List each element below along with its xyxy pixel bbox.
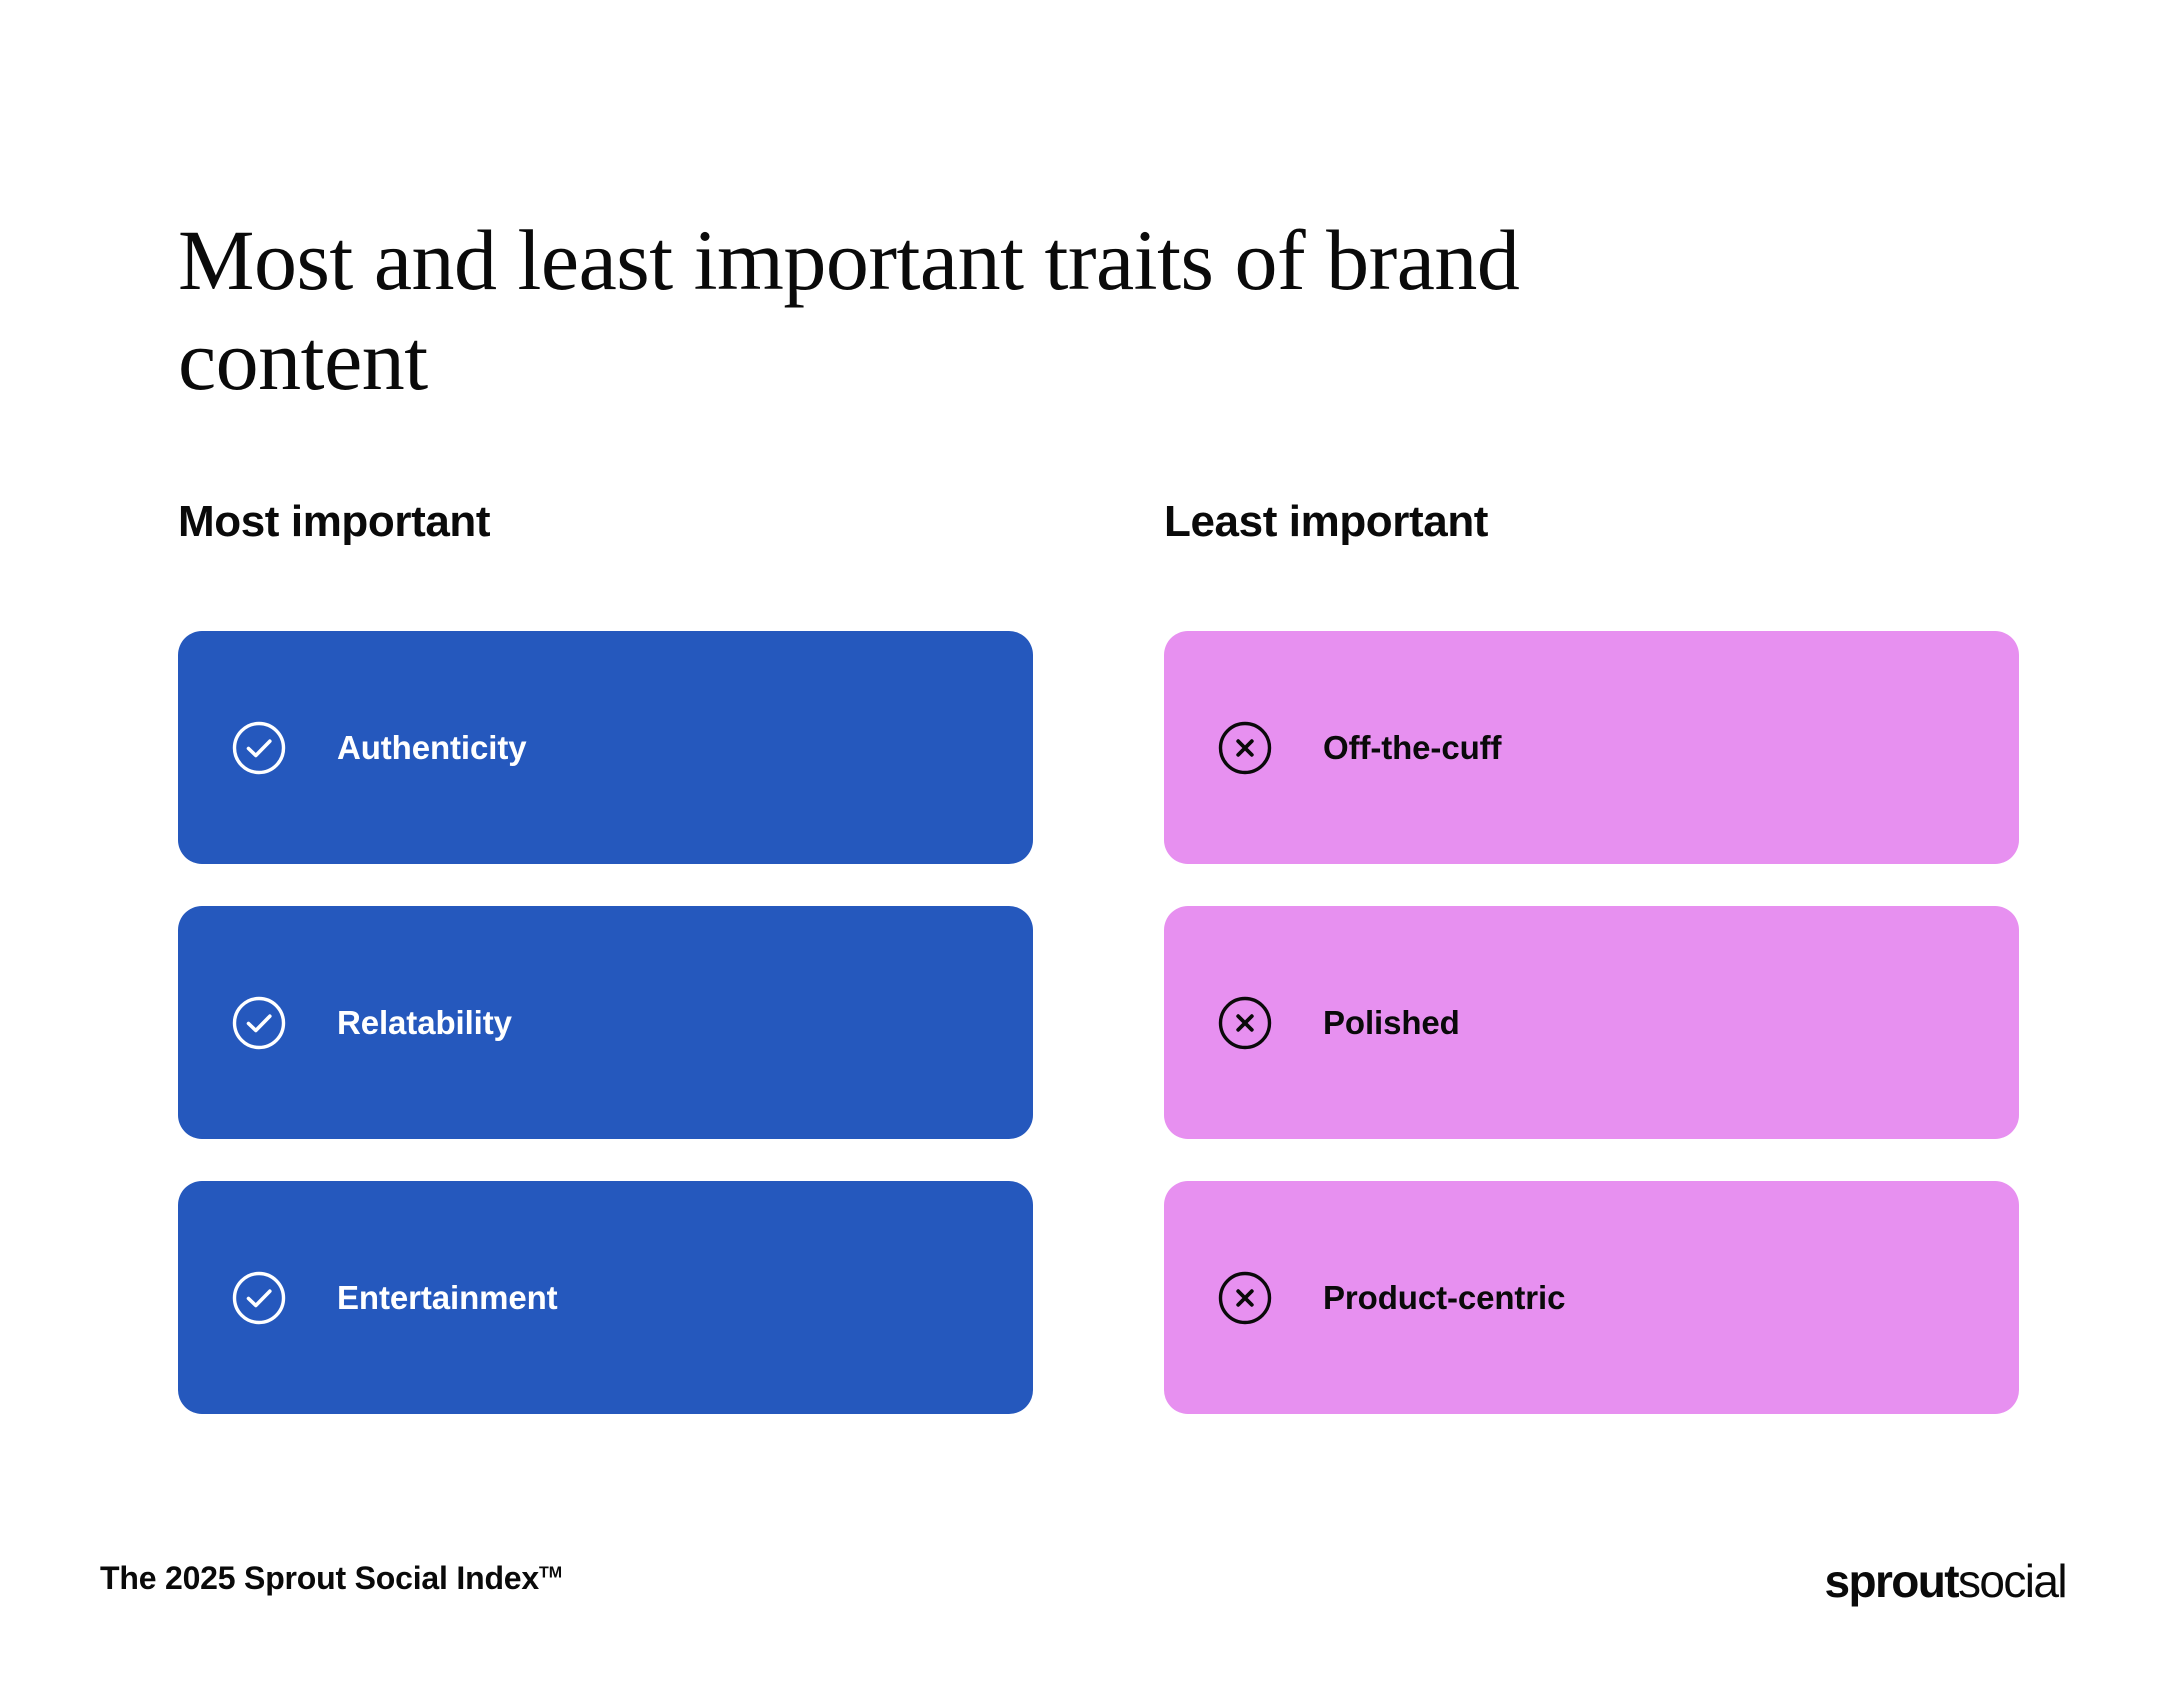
trait-card-least-2[interactable]: Polished (1164, 906, 2019, 1139)
trait-label: Entertainment (337, 1279, 558, 1316)
check-circle-icon (231, 995, 287, 1051)
columns-container: Most important Authenticity R (178, 500, 2030, 1414)
trait-card-most-2[interactable]: Relatability (178, 906, 1033, 1139)
column-least-important: Least important Off-the-cuff (1164, 500, 2019, 1414)
trait-label: Authenticity (337, 729, 527, 766)
trait-card-least-3[interactable]: Product-centric (1164, 1181, 2019, 1414)
trait-label: Relatability (337, 1004, 512, 1041)
logo-social-text: social (1957, 1555, 2068, 1607)
x-circle-icon (1217, 1270, 1273, 1326)
page-title: Most and least important traits of brand… (178, 211, 1520, 409)
logo-sprout-text: sprout (1824, 1555, 1959, 1607)
x-circle-icon (1217, 720, 1273, 776)
check-circle-icon (231, 720, 287, 776)
check-circle-icon (231, 1270, 287, 1326)
trait-card-least-1[interactable]: Off-the-cuff (1164, 631, 2019, 864)
footer: The 2025 Sprout Social IndexTM sproutsoc… (0, 1555, 2162, 1620)
footer-source-text: The 2025 Sprout Social Index (100, 1560, 539, 1596)
footer-source: The 2025 Sprout Social IndexTM (100, 1560, 562, 1597)
trait-label: Product-centric (1323, 1279, 1566, 1316)
trait-card-most-3[interactable]: Entertainment (178, 1181, 1033, 1414)
trait-card-most-1[interactable]: Authenticity (178, 631, 1033, 864)
trademark-symbol: TM (538, 1564, 563, 1582)
column-most-important: Most important Authenticity R (178, 500, 1033, 1414)
sprout-social-logo: sproutsocial (1824, 1554, 2068, 1608)
trait-label: Polished (1323, 1004, 1460, 1041)
trait-label: Off-the-cuff (1323, 729, 1502, 766)
x-circle-icon (1217, 995, 1273, 1051)
column-heading-least: Least important (1164, 497, 1489, 546)
column-heading-most: Most important (178, 497, 491, 546)
